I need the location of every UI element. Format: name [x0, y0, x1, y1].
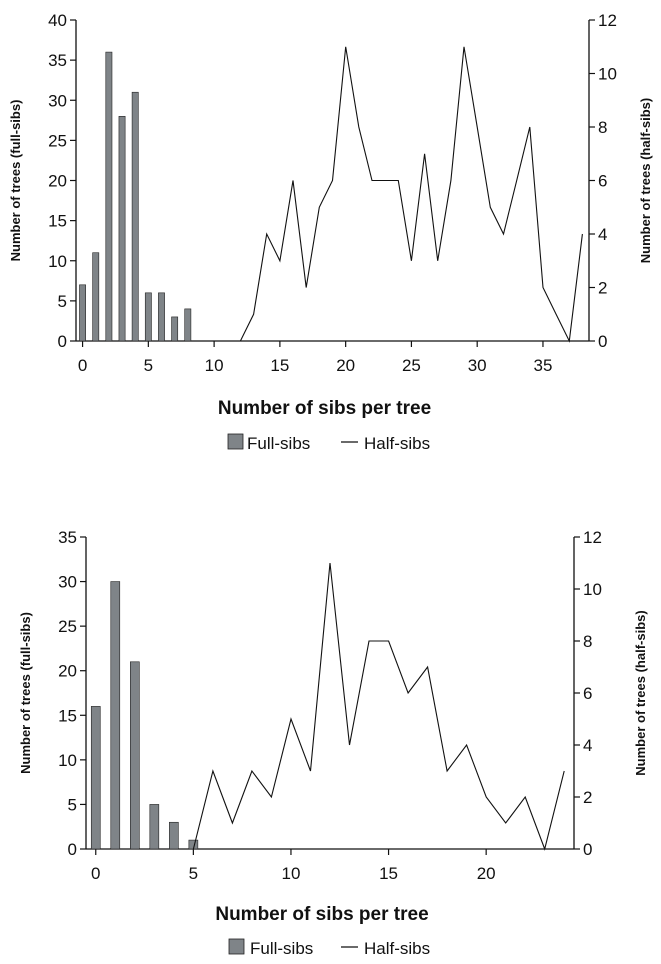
- full-sibs-bar: [105, 51, 113, 342]
- y-right-tick-label: 0: [598, 332, 607, 351]
- y-left-tick-label: 20: [58, 662, 77, 681]
- half-sibs-line: [192, 562, 565, 851]
- x-tick-label: 20: [336, 356, 355, 375]
- full-sibs-bar: [79, 284, 86, 342]
- y-left-tick-label: 15: [58, 706, 77, 725]
- full-sibs-bar: [158, 292, 165, 342]
- full-sibs-bar: [184, 308, 192, 342]
- full-sibs-bar: [144, 292, 152, 342]
- full-sibs-bar: [90, 706, 101, 850]
- full-sibs-bar: [130, 661, 140, 850]
- y-right-tick-label: 2: [583, 788, 592, 807]
- x-tick-label: 10: [281, 864, 300, 883]
- x-axis-title: Number of sibs per tree: [218, 398, 431, 419]
- y-left-tick-label: 20: [48, 172, 67, 191]
- y-left-tick-label: 0: [58, 332, 67, 351]
- full-sibs-bar: [169, 821, 179, 850]
- y-left-tick-label: 5: [68, 795, 77, 814]
- y-left-tick-label: 10: [58, 751, 77, 770]
- legend-half-sibs-label: Half-sibs: [364, 939, 430, 958]
- legend-full-sibs-swatch: [228, 938, 245, 955]
- legend-full-sibs-label: Full-sibs: [247, 434, 310, 453]
- y-left-tick-label: 5: [58, 292, 67, 311]
- y-left-tick-label: 30: [58, 573, 77, 592]
- x-axis-title: Number of sibs per tree: [215, 904, 428, 925]
- y-right-tick-label: 8: [583, 632, 592, 651]
- y-axis-title-left: Number of trees (full-sibs): [18, 612, 33, 774]
- legend-full-sibs-label: Full-sibs: [250, 939, 313, 958]
- full-sibs-bar: [171, 316, 179, 342]
- x-tick-label: 0: [91, 864, 100, 883]
- y-left-tick-label: 35: [58, 528, 77, 547]
- y-right-tick-label: 6: [583, 684, 592, 703]
- x-tick-label: 10: [205, 356, 224, 375]
- y-right-tick-label: 4: [598, 225, 607, 244]
- y-left-tick-label: 40: [48, 11, 67, 30]
- y-right-tick-label: 10: [583, 580, 602, 599]
- y-right-tick-label: 4: [583, 736, 592, 755]
- y-left-tick-label: 25: [58, 617, 77, 636]
- legend-full-sibs-swatch: [227, 433, 244, 450]
- full-sibs-bar: [131, 91, 139, 342]
- y-left-tick-label: 25: [48, 131, 67, 150]
- chart-top: 0 5 10 15 20 25 30 35 40 0 2 4 6 8 10 12 0 5 10 15 20 25 30 35 N…: [8, 11, 653, 453]
- x-tick-label: 0: [78, 356, 87, 375]
- full-sibs-bar: [118, 116, 126, 342]
- half-sibs-line: [239, 46, 583, 343]
- y-left-tick-label: 30: [48, 91, 67, 110]
- full-sibs-bar: [92, 252, 100, 342]
- chart-bottom: 0 5 10 15 20 25 30 35 0 2 4 6 8 10 12 0 5 10 15 20 Number of…: [18, 528, 648, 958]
- y-right-tick-label: 6: [598, 172, 607, 191]
- y-left-tick-label: 35: [48, 51, 67, 70]
- y-right-tick-label: 10: [598, 65, 617, 84]
- x-tick-label: 35: [534, 356, 553, 375]
- x-tick-label: 5: [189, 864, 198, 883]
- y-right-tick-label: 2: [598, 279, 607, 298]
- legend-half-sibs-label: Half-sibs: [364, 434, 430, 453]
- full-sibs-bar: [188, 839, 199, 850]
- x-tick-label: 5: [144, 356, 153, 375]
- y-axis-title-right: Number of trees (half-sibs): [633, 610, 648, 775]
- y-axis-title-left: Number of trees (full-sibs): [8, 100, 23, 262]
- full-sibs-bar: [110, 581, 121, 850]
- x-tick-label: 30: [468, 356, 487, 375]
- full-sibs-bar: [149, 804, 160, 850]
- y-right-tick-label: 0: [583, 840, 592, 859]
- y-right-tick-label: 12: [583, 528, 602, 547]
- x-tick-label: 15: [379, 864, 398, 883]
- x-tick-label: 20: [477, 864, 496, 883]
- x-tick-label: 15: [270, 356, 289, 375]
- y-right-tick-label: 12: [598, 11, 617, 30]
- y-right-tick-label: 8: [598, 118, 607, 137]
- y-axis-title-right: Number of trees (half-sibs): [638, 98, 653, 263]
- y-left-tick-label: 10: [48, 252, 67, 271]
- y-left-tick-label: 0: [68, 840, 77, 859]
- x-tick-label: 25: [402, 356, 421, 375]
- y-left-tick-label: 15: [48, 212, 67, 231]
